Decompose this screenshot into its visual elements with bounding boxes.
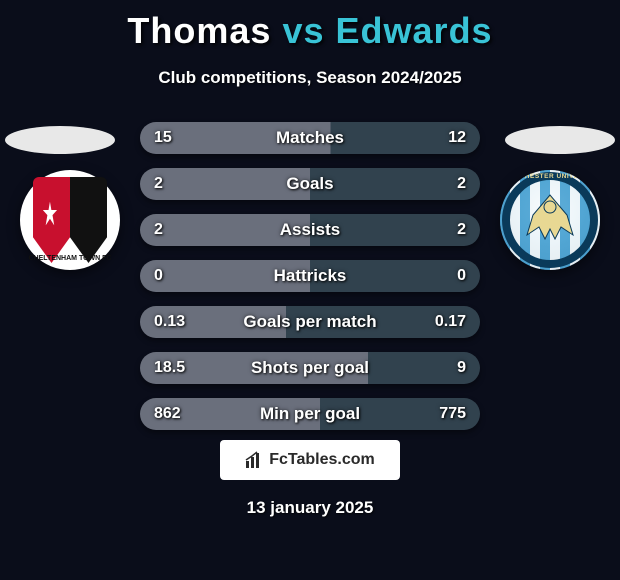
stat-rows: 15Matches12 2Goals2 2Assists2 0Hattricks0 0.…: [140, 122, 480, 444]
shadow-ellipse-left: [5, 126, 115, 154]
watermark: FcTables.com: [220, 440, 400, 480]
stat-value-left: 18.5: [154, 359, 204, 377]
stat-value-left: 2: [154, 175, 204, 193]
player2-name: Edwards: [336, 10, 493, 51]
bar-chart-icon: [245, 451, 263, 469]
comparison-title: Thomas vs Edwards: [0, 0, 620, 52]
stat-row: 2Goals2: [140, 168, 480, 200]
shield-icon: [33, 177, 107, 263]
stat-row: 18.5Shots per goal9: [140, 352, 480, 384]
stat-value-left: 2: [154, 221, 204, 239]
vs-separator: vs: [282, 10, 324, 51]
stat-value-left: 0.13: [154, 313, 204, 331]
stat-value-right: 2: [416, 175, 466, 193]
stat-row: 2Assists2: [140, 214, 480, 246]
stat-value-left: 862: [154, 405, 204, 423]
crest-left-label: CHELTENHAM TOWN FC: [20, 255, 120, 262]
eagle-crest-icon: COLCHESTER UNITED FC: [500, 170, 600, 270]
stat-value-right: 9: [416, 359, 466, 377]
club-crest-left: CHELTENHAM TOWN FC: [20, 170, 120, 270]
stat-value-right: 0.17: [416, 313, 466, 331]
stat-value-right: 0: [416, 267, 466, 285]
date-label: 13 january 2025: [0, 498, 620, 518]
watermark-text: FcTables.com: [269, 451, 375, 469]
stat-value-left: 15: [154, 129, 204, 147]
stat-row: 0Hattricks0: [140, 260, 480, 292]
crest-right-label: COLCHESTER UNITED FC: [500, 173, 600, 180]
stat-row: 15Matches12: [140, 122, 480, 154]
stat-value-left: 0: [154, 267, 204, 285]
stat-row: 862Min per goal775: [140, 398, 480, 430]
stat-value-right: 2: [416, 221, 466, 239]
stat-value-right: 775: [416, 405, 466, 423]
shadow-ellipse-right: [505, 126, 615, 154]
stat-row: 0.13Goals per match0.17: [140, 306, 480, 338]
stat-value-right: 12: [416, 129, 466, 147]
player1-name: Thomas: [127, 10, 271, 51]
subtitle: Club competitions, Season 2024/2025: [0, 68, 620, 88]
club-crest-right: COLCHESTER UNITED FC: [500, 170, 600, 270]
